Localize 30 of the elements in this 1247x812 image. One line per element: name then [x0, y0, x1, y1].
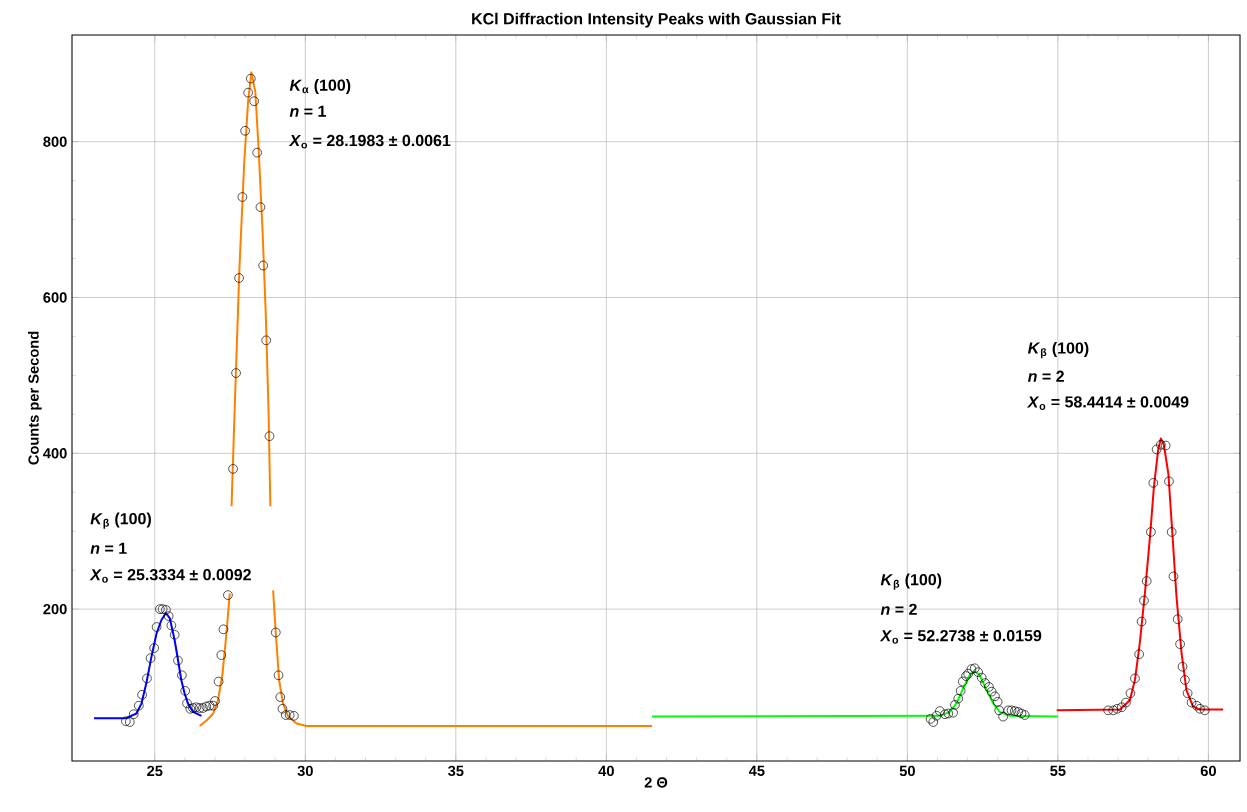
chart-title: KCl Diffraction Intensity Peaks with Gaussian Fit — [472, 12, 841, 28]
annotation: X$_{o}$ = 58.4414 ± 0.0049 — [1026, 396, 1189, 410]
annotation: n = 2 — [1027, 370, 1064, 382]
y-tick-label: 600 — [43, 292, 67, 303]
x-tick-label: 35 — [448, 765, 464, 777]
line-series — [1055, 437, 1225, 712]
annotation: K$_{β}$ (100) — [90, 512, 151, 529]
y-axis-title: Counts per Second — [28, 331, 42, 465]
annotation: X$_{o}$ = 25.3334 ± 0.0092 — [89, 569, 251, 583]
y-tick-label: 200 — [43, 603, 67, 615]
line-series — [92, 611, 203, 720]
annotation: K$_{α}$ (100) — [289, 79, 351, 94]
x-tick-label: 50 — [899, 765, 915, 777]
annotation: X$_{o}$ = 52.2738 ± 0.0159 — [879, 630, 1042, 644]
x-tick-label: 60 — [1200, 765, 1216, 777]
x-tick-label: 55 — [1050, 765, 1066, 776]
x-axis-title: 2 Θ — [644, 777, 668, 788]
x-tick-label: 25 — [147, 765, 163, 777]
annotation: n = 1 — [90, 542, 127, 554]
line-series — [651, 670, 1059, 718]
annotation: n = 2 — [880, 603, 917, 615]
y-tick-label: 400 — [43, 448, 67, 459]
annotation: K$_{β}$ (100) — [880, 573, 942, 590]
annotation: K$_{β}$ (100) — [1027, 341, 1089, 359]
x-tick-label: 45 — [748, 765, 765, 776]
x-tick-label: 30 — [297, 765, 313, 777]
annotation: X$_{o}$ = 28.1983 ± 0.0061 — [288, 134, 451, 149]
y-tick-label: 800 — [43, 136, 67, 147]
x-tick-label: 40 — [598, 765, 614, 777]
annotation: n = 1 — [289, 105, 326, 117]
